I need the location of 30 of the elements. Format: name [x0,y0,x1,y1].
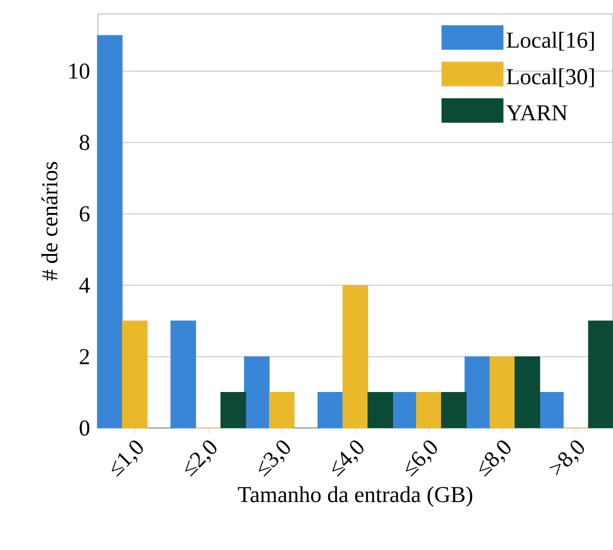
bar [538,392,564,428]
y-tick-label: 8 [80,134,90,150]
bar [416,392,442,428]
x-tick-label: ≤2,0 [185,440,216,477]
bar [464,356,490,428]
x-tick-label: ≤3,0 [258,440,290,477]
y-tick-label: 2 [80,349,89,364]
y-tick-label: 0 [80,420,90,436]
legend-label: Local[30] [506,68,594,88]
x-tick-label: ≤6,0 [406,440,437,477]
x-tick-label: ≤1,0 [112,440,143,477]
bar [244,356,270,428]
bar [490,356,516,428]
y-axis-title: # de cenários [41,162,58,280]
bar [122,320,148,428]
bar [170,320,196,428]
x-tick-label: ≤4,0 [332,440,364,477]
bar [318,392,344,428]
bar [96,35,123,428]
x-tick-label: >8,0 [549,440,584,476]
x-tick-label: ≤8,0 [479,440,510,477]
bar [391,392,417,428]
bar [269,392,295,428]
y-tick-label: 4 [79,278,90,293]
y-tick-label: 6 [80,206,90,222]
legend-label: YARN [506,105,568,120]
bar [342,284,368,428]
x-axis-title: Tamanho da entrada (GB) [238,486,472,507]
y-tick-label: 10 [70,63,90,79]
legend-label: Local[16] [506,32,594,51]
